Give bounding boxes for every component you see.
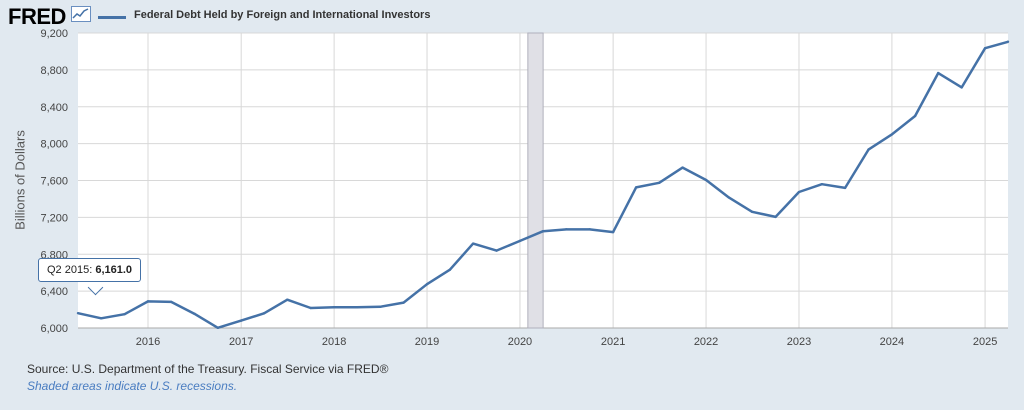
data-point: [146, 300, 150, 303]
data-point: [658, 181, 661, 185]
data-point: [960, 86, 963, 89]
data-point: [867, 148, 870, 151]
data-point: [378, 305, 382, 308]
legend-series-name: Federal Debt Held by Foreign and Interna…: [134, 9, 431, 21]
x-tick-label: 2025: [973, 336, 997, 348]
x-tick-label: 2020: [508, 336, 532, 348]
line-chart[interactable]: 6,0006,4006,8007,2007,6008,0008,4008,800…: [0, 0, 1024, 360]
x-tick-label: 2021: [601, 336, 625, 348]
x-tick-label: 2024: [880, 336, 904, 348]
tooltip-label: Q2 2015:: [47, 264, 93, 276]
data-point: [727, 196, 731, 199]
data-point: [634, 186, 638, 189]
data-point: [402, 301, 405, 304]
y-axis-ticks: 6,0006,4006,8007,2007,6008,0008,4008,800…: [40, 28, 68, 335]
y-axis-label: Billions of Dollars: [12, 130, 28, 230]
recession-shading: [527, 32, 544, 329]
data-point: [820, 182, 824, 186]
fred-logo[interactable]: FRED: [8, 4, 66, 29]
legend-swatch: [98, 16, 126, 19]
data-point: [588, 228, 591, 231]
data-point: [123, 312, 126, 316]
tooltip-value: 6,161.0: [95, 264, 133, 276]
data-point: [239, 319, 243, 322]
recession-note: Shaded areas indicate U.S. recessions.: [27, 379, 238, 393]
x-axis-ticks: 2016 2017 2018 2019 2020 2021 2022 2023 2024 2025: [136, 336, 998, 348]
data-point: [309, 306, 312, 310]
y-tick-label: 9,200: [40, 28, 68, 40]
data-point: [99, 317, 103, 320]
data-point: [704, 178, 708, 182]
data-point: [937, 71, 940, 75]
data-point: [611, 230, 615, 234]
data-point: [448, 268, 452, 271]
y-tick-label: 8,000: [40, 139, 68, 151]
x-tick-label: 2023: [787, 336, 811, 348]
data-point: [495, 249, 498, 252]
y-tick-label: 8,800: [40, 65, 68, 77]
data-point: [262, 312, 266, 315]
data-point: [193, 312, 196, 315]
data-point: [332, 306, 336, 309]
x-tick-label: 2022: [694, 336, 718, 348]
data-point: [890, 133, 894, 136]
data-point: [681, 166, 684, 169]
data-point: [518, 239, 522, 243]
data-point: [169, 300, 173, 304]
data-point: [565, 228, 568, 231]
source-note: Source: U.S. Department of the Treasury.…: [27, 362, 389, 376]
x-tick-label: 2017: [229, 336, 253, 348]
data-point: [471, 242, 475, 245]
data-point: [425, 283, 429, 286]
x-tick-label: 2018: [322, 336, 346, 348]
y-tick-label: 6,400: [40, 286, 68, 298]
data-point: [76, 311, 80, 315]
data-point: [286, 298, 289, 301]
data-point: [983, 47, 987, 50]
y-tick-label: 8,400: [40, 102, 68, 114]
data-point: [797, 190, 801, 194]
series-group: [76, 40, 1010, 330]
y-tick-label: 6,000: [40, 323, 68, 335]
x-tick-label: 2019: [415, 336, 439, 348]
data-point: [1006, 40, 1010, 43]
data-point: [843, 186, 847, 190]
data-point: [913, 114, 917, 118]
data-point: [541, 230, 545, 233]
tooltip: Q2 2015: 6,161.0: [38, 258, 142, 282]
recession-band: [527, 32, 544, 329]
data-point: [355, 306, 359, 309]
y-tick-label: 7,600: [40, 176, 68, 188]
x-tick-label: 2016: [136, 336, 160, 348]
data-point: [216, 326, 219, 330]
line-chart-icon[interactable]: [71, 6, 91, 22]
data-point: [774, 215, 777, 219]
y-tick-label: 7,200: [40, 212, 68, 224]
data-point: [750, 210, 754, 214]
chart-header: FRED Federal Debt Held by Foreign and In…: [0, 0, 1024, 34]
